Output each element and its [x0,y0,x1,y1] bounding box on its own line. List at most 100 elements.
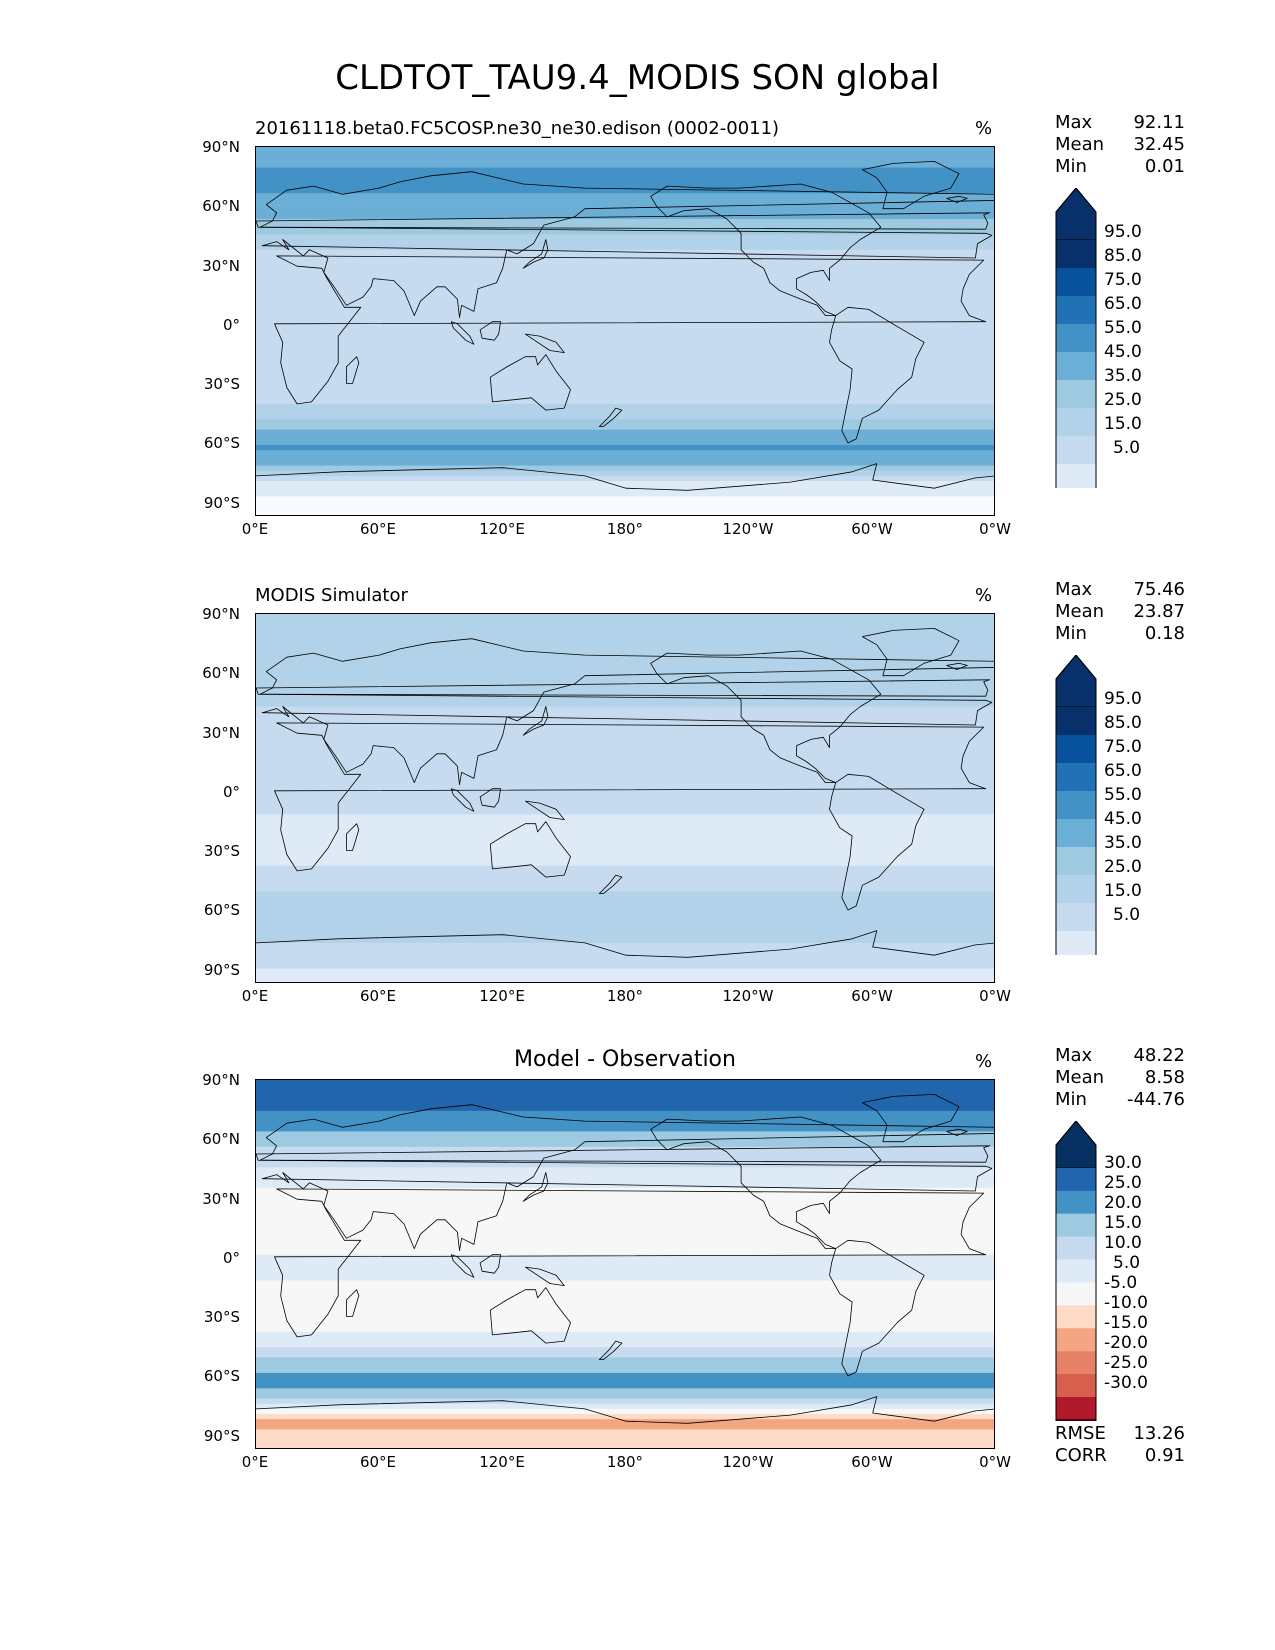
colorbar-swatch [1056,436,1096,465]
lat-band [256,958,994,965]
lat-band [256,691,994,697]
metrics-box: RMSE 13.26 CORR 0.91 [1055,1423,1185,1467]
colorbar-label: 25.0 [1104,857,1142,877]
coastline-iceland [946,195,968,203]
coastline-sumatra [450,321,475,345]
ytick: 90°S [203,961,240,979]
lat-band [256,855,994,862]
lat-band [256,850,994,857]
lat-band [256,1249,994,1256]
ytick: 30°N [202,257,240,275]
colorbar-label: 95.0 [1104,689,1142,709]
coastline-iceland [946,1128,968,1136]
lat-band [256,1095,994,1102]
lat-band [256,649,994,656]
stats-box: Max 92.11 Mean 32.45 Min 0.01 [1055,112,1185,178]
colorbar-label: 85.0 [1104,246,1142,266]
lat-band [256,634,994,641]
lat-band [256,685,994,692]
colorbar-swatch [1056,931,1096,955]
lat-band [256,1403,994,1410]
stat-label: Min [1055,623,1087,644]
colorbar-label: 25.0 [1104,1173,1142,1193]
stat-label: Mean [1055,134,1105,155]
lat-band [256,732,994,738]
xtick: 60°W [851,1453,893,1471]
coastline-japan [522,706,549,736]
coastline-new-zealand [598,874,623,895]
lat-band [256,1393,994,1400]
lat-band [256,239,994,246]
colorbar-swatch [1056,735,1096,764]
lat-band [256,675,994,682]
lat-band [256,157,994,164]
coastline-sumatra [450,1254,475,1278]
colorbar-swatch [1056,1236,1096,1260]
lat-band [256,455,994,462]
xtick: 60°E [359,520,397,538]
lat-band [256,172,994,179]
lat-band [256,696,994,702]
xtick: 180° [606,987,644,1005]
colorbar-swatch [1056,1397,1096,1421]
lat-band [256,1439,994,1446]
colorbar-label: 55.0 [1104,785,1142,805]
lat-band [256,1300,994,1307]
lat-band [256,757,994,764]
xtick: 0°W [979,520,1011,538]
lat-band [256,1383,994,1389]
xtick: 120°W [722,987,774,1005]
stat-label: Mean [1055,1067,1105,1088]
lat-band [256,752,994,759]
lat-band [256,834,994,841]
lat-band [256,496,994,503]
lat-band [256,321,994,328]
colorbar-swatch [1056,296,1096,325]
lat-band [256,793,994,800]
lat-band [256,1429,994,1436]
lat-band [256,1136,994,1143]
lat-band [256,301,994,307]
lat-band [256,829,994,836]
xtick: 120°E [479,987,525,1005]
lat-band [256,491,994,498]
colorbar-swatch [1056,707,1096,736]
lat-band [256,1110,994,1117]
coastline-japan [522,239,549,269]
lat-band [256,799,994,805]
lat-band [256,378,994,384]
lat-band [256,1285,994,1292]
lat-band [256,373,994,379]
colorbar-label: -5.0 [1104,1273,1138,1293]
lat-band [256,1193,994,1199]
lat-band [256,342,994,349]
lat-band [256,824,994,831]
lat-band [256,511,994,515]
colorbar [1055,1121,1097,1421]
lat-band [256,419,994,426]
coastline-new-zealand [598,1340,623,1361]
ytick: 0° [222,1249,240,1267]
coastlines [256,627,994,958]
coastline-australia [489,354,571,411]
lat-band [256,465,994,472]
lat-band [256,1254,994,1261]
lat-band [256,367,994,374]
lat-band [256,332,994,338]
coastline-uk [256,679,991,697]
lat-band [256,260,994,266]
colorbar-label: -25.0 [1104,1353,1148,1373]
lat-band [256,337,994,343]
lat-band [256,275,994,282]
stat-min: 0.01 [1144,156,1185,177]
lat-band [256,1085,994,1091]
lat-band [256,234,994,241]
lat-band [256,1229,994,1235]
colorbar-swatch [1056,819,1096,848]
lat-band [256,1280,994,1287]
ytick: 30°S [203,842,240,860]
colorbar-label: 25.0 [1104,390,1142,410]
lat-band [256,1408,994,1415]
lat-band [256,1352,994,1359]
colorbar-label: 15.0 [1104,414,1142,434]
